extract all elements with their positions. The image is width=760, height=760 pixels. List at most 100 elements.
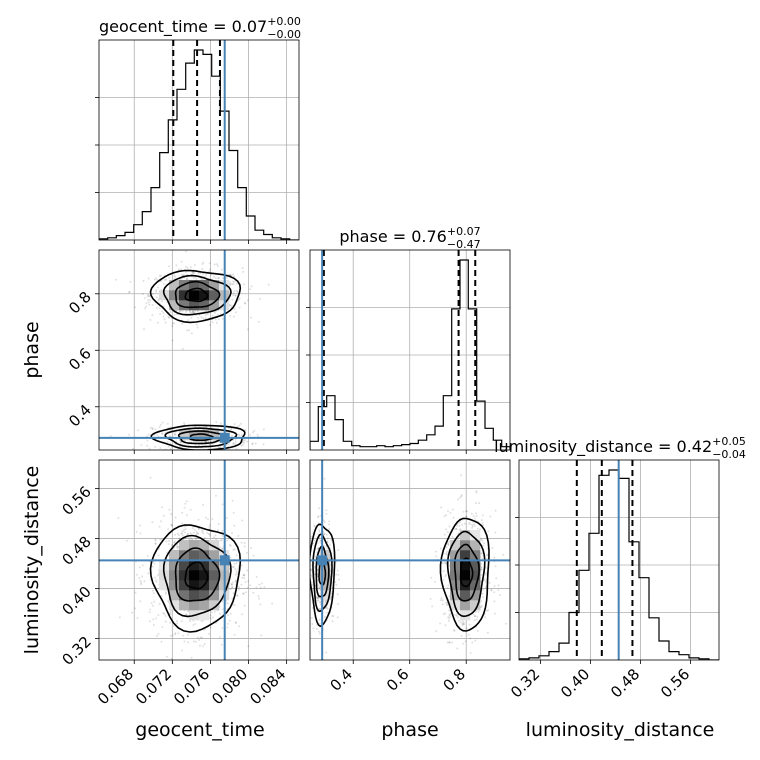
sample-point [138, 524, 141, 527]
sample-point [497, 584, 500, 587]
sample-point [229, 545, 232, 547]
sample-point [431, 605, 434, 608]
sample-point [442, 570, 445, 573]
sample-point [230, 586, 233, 589]
sample-point [158, 426, 161, 428]
density-bin [209, 300, 220, 311]
histogram-bar [659, 641, 669, 660]
sample-point [151, 427, 154, 430]
x-tick-label: 0.40 [557, 665, 593, 701]
sample-point [468, 623, 471, 626]
sample-point [232, 511, 235, 514]
sample-point [316, 597, 319, 600]
sample-point [185, 613, 188, 616]
density-bin [169, 280, 180, 291]
sample-point [247, 580, 250, 583]
sample-point [161, 506, 163, 509]
sample-point [159, 538, 162, 541]
sample-point [443, 561, 446, 564]
panel-frame [98, 39, 300, 241]
histogram-bar [629, 542, 639, 660]
sample-point [168, 508, 171, 511]
sample-point [167, 445, 170, 448]
sample-point [478, 502, 481, 505]
sample-point [128, 291, 131, 294]
sample-point [229, 314, 232, 317]
sample-point [158, 525, 161, 528]
sample-point [146, 439, 149, 442]
sample-point [245, 591, 247, 594]
sample-point [480, 600, 483, 603]
contour-level [446, 530, 486, 618]
sample-point [313, 573, 316, 576]
sample-point [211, 518, 214, 520]
sample-point [230, 304, 233, 307]
sample-point [199, 272, 202, 275]
density-bin [199, 280, 210, 291]
sample-point [502, 553, 505, 556]
density-panel-luminosity-distance-vs-phase [310, 474, 507, 655]
sample-point [235, 579, 238, 582]
sample-point [221, 534, 224, 537]
sample-point [180, 260, 183, 263]
sample-point [455, 528, 458, 531]
sample-point [229, 283, 232, 286]
sample-point [480, 606, 482, 609]
sample-point [318, 529, 321, 532]
sample-point [445, 546, 448, 549]
histogram-bar [427, 435, 435, 450]
sample-point [480, 566, 483, 569]
sample-point [245, 551, 248, 554]
x-tick-label: 0.072 [132, 665, 175, 708]
sample-point [189, 508, 192, 511]
density-bin [179, 600, 190, 611]
sample-point [453, 628, 456, 631]
sample-point [471, 641, 474, 644]
sample-point [314, 539, 316, 542]
sample-point [226, 622, 229, 625]
density-bin [199, 610, 210, 621]
x-tick-label: 0.080 [208, 665, 251, 708]
sample-point [461, 620, 464, 623]
sample-point [171, 524, 173, 527]
sample-point [136, 617, 139, 620]
sample-point [171, 634, 174, 637]
sample-point [240, 434, 243, 437]
density-bin [179, 540, 190, 551]
sample-point [233, 633, 236, 636]
sample-point [193, 529, 196, 531]
sample-point [194, 451, 196, 453]
sample-point [442, 613, 445, 616]
sample-point [249, 584, 252, 587]
sample-point [173, 433, 176, 436]
histogram-bar [649, 618, 659, 660]
sample-point [235, 448, 238, 450]
sample-point [311, 606, 314, 609]
sample-point [490, 589, 493, 592]
contour-level [149, 269, 242, 324]
contour-level [162, 274, 232, 316]
sample-point [325, 509, 328, 512]
density-bin [169, 300, 180, 311]
sample-point [231, 283, 234, 286]
panel-frame [98, 459, 300, 661]
sample-point [205, 440, 207, 443]
sample-point [165, 540, 168, 543]
histogram-bar [255, 230, 264, 240]
sample-point [235, 562, 238, 565]
sample-point [176, 543, 179, 546]
sample-point [314, 557, 317, 560]
sample-point [160, 595, 163, 597]
sample-point [446, 553, 448, 556]
sample-point [174, 533, 176, 536]
density-bin [199, 290, 210, 301]
x-tick-label: 0.6 [383, 665, 413, 695]
sample-point [310, 535, 312, 538]
sample-point [194, 310, 197, 313]
sample-point [316, 516, 319, 519]
sample-point [232, 275, 235, 278]
sample-point [151, 604, 154, 607]
sample-point [184, 531, 186, 534]
density-bin [470, 590, 481, 601]
